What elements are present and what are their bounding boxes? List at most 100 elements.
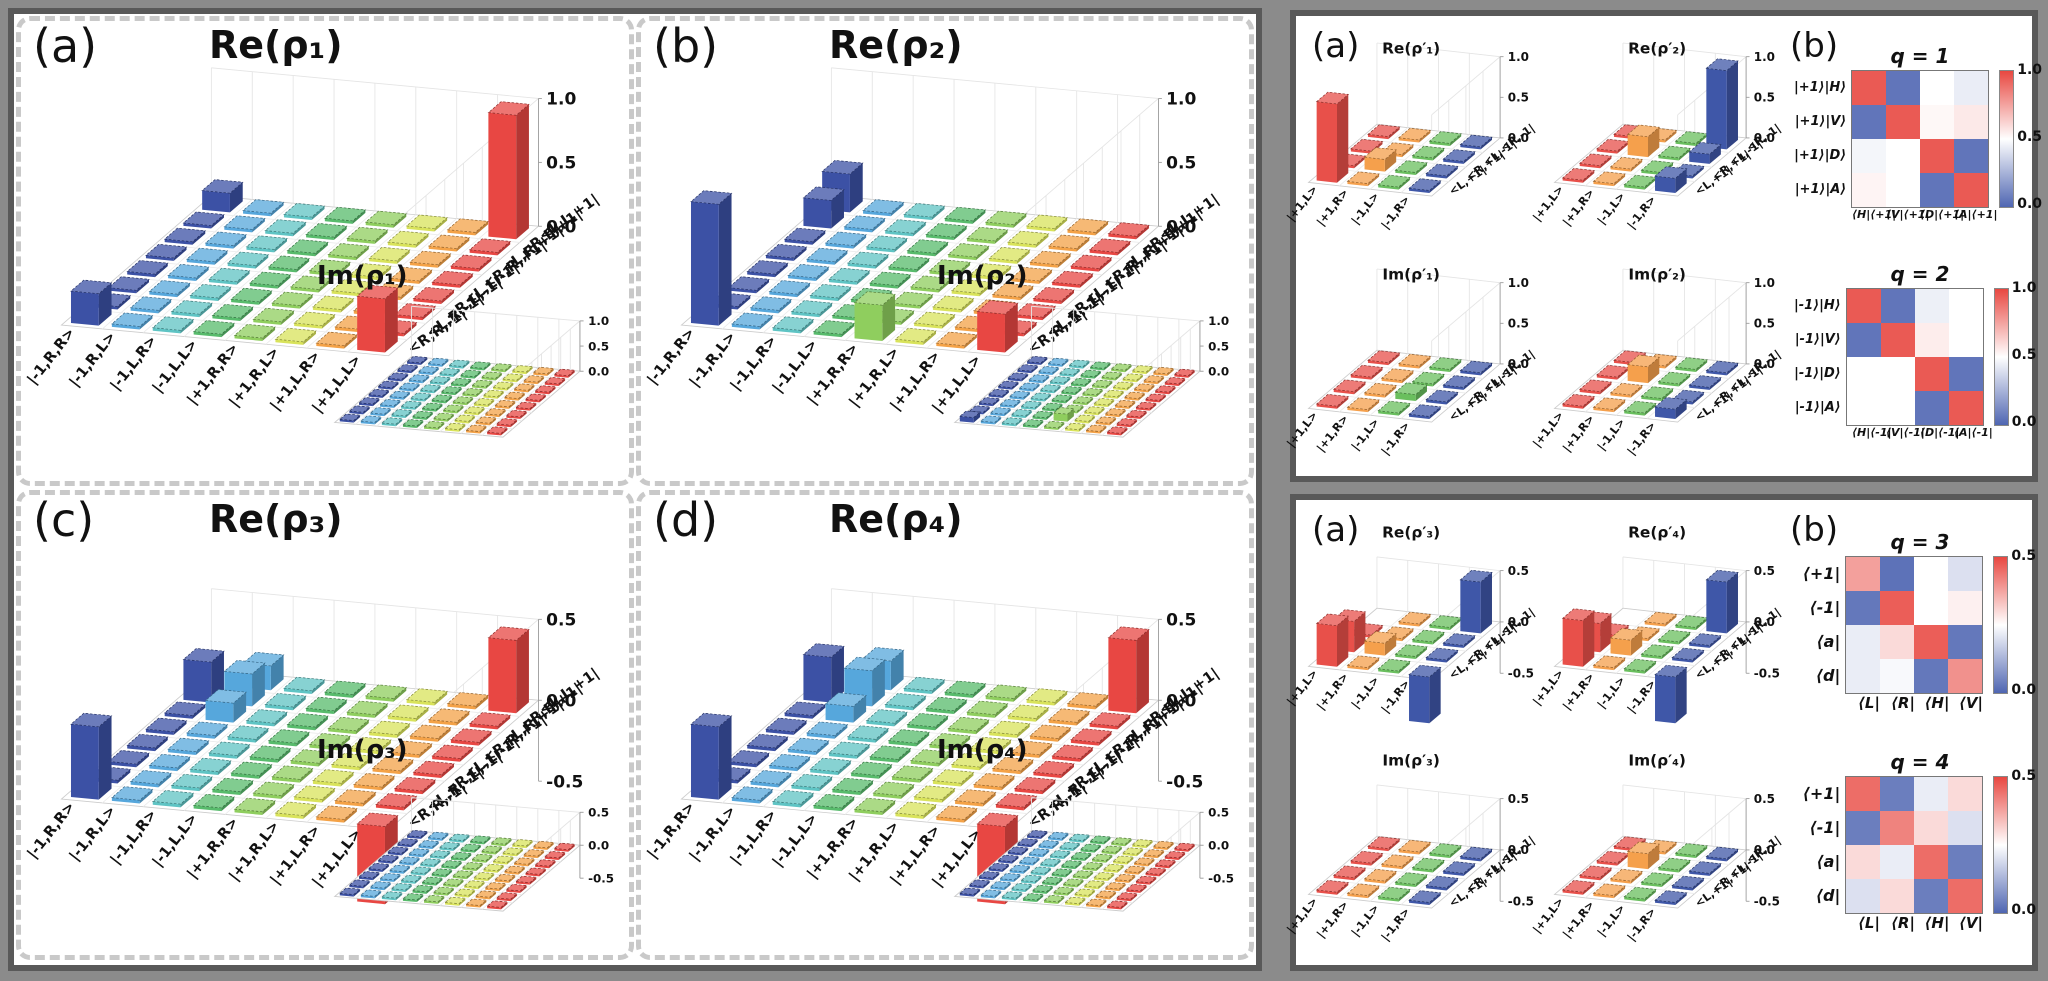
heatmap-cell [1948,557,1983,591]
colorbar: 1.0 0.5 0.0 [1999,62,2042,212]
heatmap-cell [1920,139,1955,173]
re-rho3-3d-bar-chart: 0.5 0.0 -0.5 |-1,R,R> |-1,R,L> |-1,L,R> |-1,L,… [23,539,611,911]
heatmap-q1: q = 1 |+1⟩|H⟩ |+1⟩|V⟩ |+1⟩|D⟩ |+1⟩|A⟩ 1.0 0.5 0… [1794,44,2042,221]
heatmap-cell [1846,845,1881,879]
z-tick-label: -0.5 [1166,772,1203,792]
z-tick-label: 0.5 [546,610,576,630]
panel-letter: (c) [33,493,95,547]
colorbar-tick-label: 1.0 [2011,280,2037,296]
heatmap-title: q = 1 [1890,44,1950,68]
z-tick-label: 0.5 [546,153,576,173]
heatmap-cell [1948,391,1983,425]
heatmap-cell [1886,173,1921,207]
heatmap-cell [1948,591,1983,625]
z-tick-label: 0.5 [1754,564,1775,578]
colorbar-tick-label: 0.0 [2011,902,2037,918]
z-tick-label: -0.5 [1754,895,1780,909]
heatmap-q4: q = 4 ⟨+1| ⟨-1| ⟨a| ⟨d| 0.5 0.0 ⟨L| ⟨R| ⟨H| ⟨V| [1794,750,2037,932]
re-rho2-3d-bar-chart: 1.0 0.5 0.0 |-1,R,R> |-1,R,L> |-1,L,R> |-1,L,L… [643,65,1231,437]
bra-axis-label: <R,-1| [1744,833,1783,866]
z-tick-label: 1.0 [588,314,609,328]
mini-chart-title: Im(ρ′₁) [1382,266,1440,284]
re-rho3-prime-3d-bar-chart: 0.5 0.0 -0.5 |+1,L> |+1,R> |-1,L> |-1,R> <L,+1|… [1284,524,1538,729]
z-tick-label: 0.0 [588,365,609,379]
mini-chart-title: Im(ρ′₄) [1628,752,1686,770]
heatmap-row-labels: ⟨+1| ⟨-1| ⟨a| ⟨d| [1794,776,1845,912]
re-rho2-prime-3d-bar-chart: 1.0 0.5 0.0 |+1,L> |+1,R> |-1,L> |-1,R> <L,+1| <… [1530,40,1784,245]
z-tick-label: 1.0 [546,90,576,110]
heatmap-cell [1846,879,1881,913]
heatmap-cell [1880,323,1915,357]
heatmap-cell [1914,659,1949,693]
z-tick-label: 0.0 [1754,357,1775,371]
z-tick-label: 0.5 [1508,317,1529,331]
ket-axis-label: |+1,L> [1284,183,1320,224]
heatmap-cell [1914,289,1949,323]
z-tick-label: 0.0 [1508,131,1529,145]
mini-chart-title: Re(ρ′₂) [1628,40,1686,58]
row-label: |-1⟩|A⟩ [1794,399,1841,415]
z-tick-label: 0.0 [1208,839,1229,853]
heatmap-cell [1948,289,1983,323]
heatmap-q2: q = 2 |-1⟩|H⟩ |-1⟩|V⟩ |-1⟩|D⟩ |-1⟩|A⟩ 1.0 0.5 0… [1794,262,2037,439]
bra-axis-label: <R,-1| [1744,121,1783,154]
mini-chart-title: Im(ρ′₃) [1382,752,1440,770]
ket-axis-label: |-1,R> [1379,905,1413,943]
row-label: |+1⟩|D⟩ [1794,147,1847,163]
ket-axis-label: |+1,R> [1314,186,1351,228]
im-rho3-3d-bar-chart: 0.5 0.0 -0.5 [317,765,619,956]
col-label: ⟨V| [1959,914,1983,932]
z-tick-label: 0.5 [1754,792,1775,806]
colorbar-tick-label: 0.5 [2011,347,2037,363]
ket-axis-label: |+1,R> [1314,412,1351,454]
mini-chart-title: Re(ρ′₄) [1628,524,1686,542]
row-label: ⟨-1| [1809,597,1841,617]
heatmap-col-labels: ⟨L| ⟨R| ⟨H| ⟨V| [1852,914,1988,932]
ket-axis-label: |-1,L> [1595,902,1628,939]
panel-letter: (d) [653,493,719,547]
heatmap-cell [1880,845,1915,879]
heatmap-cell [1914,879,1949,913]
bra-axis-label: <R,-1| [1744,605,1783,638]
z-tick-label: 0.0 [588,839,609,853]
bra-axis-label: <R,-1| [1498,121,1537,154]
z-tick-label: 0.5 [1508,792,1529,806]
col-label: ⟨H| [1924,914,1950,932]
col-label: ⟨D|⟨-1| [1920,426,1960,439]
heatmap-cell [1954,173,1989,207]
row-label: ⟨d| [1815,885,1841,905]
re-rho1-prime-3d-bar-chart: 1.0 0.5 0.0 |+1,L> |+1,R> |-1,L> |-1,R> <L,+1| <… [1284,40,1538,245]
z-tick-label: 1.0 [1754,50,1775,64]
heatmap-cell [1880,777,1915,811]
ket-axis-label: |+1,R> [1314,898,1351,940]
mini-chart-title: Re(ρ′₃) [1382,524,1440,542]
heatmap-row-labels: |-1⟩|H⟩ |-1⟩|V⟩ |-1⟩|D⟩ |-1⟩|A⟩ [1794,288,1846,424]
col-label: ⟨V|⟨+1| [1886,208,1930,221]
mini-chart-title: Im(ρ′₂) [1628,266,1686,284]
im-rho1-inset: Im(ρ₁) 1.0 0.5 0.0 [313,261,627,479]
col-label: ⟨H|⟨+1| [1852,208,1897,221]
col-label: ⟨H| [1924,694,1950,712]
z-tick-label: 0.5 [1508,91,1529,105]
z-tick-label: 0.5 [1208,806,1229,820]
col-label: ⟨R| [1891,914,1915,932]
z-tick-label: -0.5 [1754,667,1780,681]
heatmap-cell [1948,811,1983,845]
z-tick-label: 0.5 [588,339,609,353]
z-tick-label: 0.5 [1208,339,1229,353]
heatmap-cell [1880,557,1915,591]
heatmap-cell [1880,289,1915,323]
heatmap-grid [1845,776,1984,914]
heatmap-cell [1846,323,1881,357]
z-tick-label: 1.0 [1208,314,1229,328]
heatmap-cell [1846,357,1881,391]
ket-axis-label: |+1,R> [1560,186,1597,228]
heatmap-cell [1948,659,1983,693]
ket-axis-label: |+1,R> [1560,898,1597,940]
colorbar-tick-label: 0.0 [2011,414,2037,430]
row-label: |+1⟩|H⟩ [1794,79,1847,95]
chart-title-re-rho1: Re(ρ₁) [209,23,343,67]
heatmap-grid [1845,288,1984,426]
panel-letter: (a) [1312,510,1360,550]
right-top-panel: (a) 1.0 0.5 0.0 |+1,L> |+1,R> |-1,L> |-1,R> <L,… [1284,10,2042,482]
